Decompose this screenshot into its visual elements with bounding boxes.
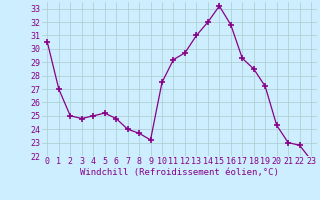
X-axis label: Windchill (Refroidissement éolien,°C): Windchill (Refroidissement éolien,°C) — [80, 168, 279, 177]
